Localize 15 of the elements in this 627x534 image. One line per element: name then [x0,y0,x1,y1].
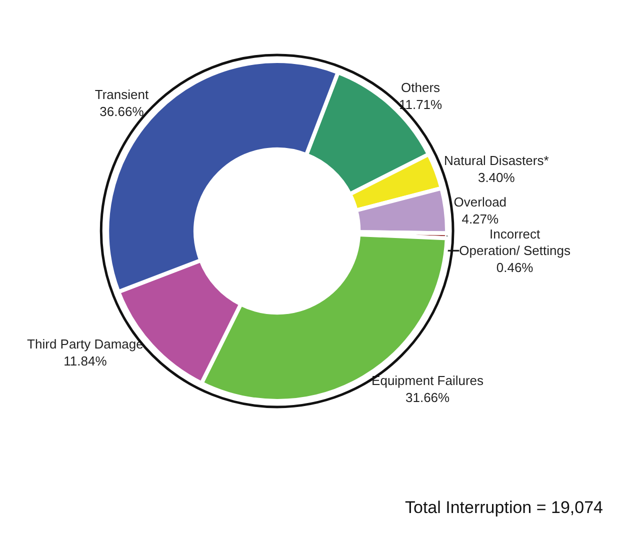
data-label: 4.27% [462,211,500,226]
slice-label: Equipment Failures [372,373,484,388]
data-label: 3.40% [478,170,516,185]
data-label: 0.46% [496,260,534,276]
data-label: 11.84% [64,354,108,369]
data-label: 11.71% [398,97,443,112]
slice-label: Others [401,80,441,96]
slice-label: Third Party Damage [27,336,144,352]
text: Total Interruption = 19,074 [405,498,603,517]
data-label: 36.66% [100,104,144,119]
slice-label: Incorrect Operation/ Settings [459,226,571,258]
slice-label: Overload [454,194,507,210]
slice-label: Transient [94,86,149,102]
slice-label: Natural Disasters* [444,152,549,168]
data-label: 31.66% [405,390,450,406]
